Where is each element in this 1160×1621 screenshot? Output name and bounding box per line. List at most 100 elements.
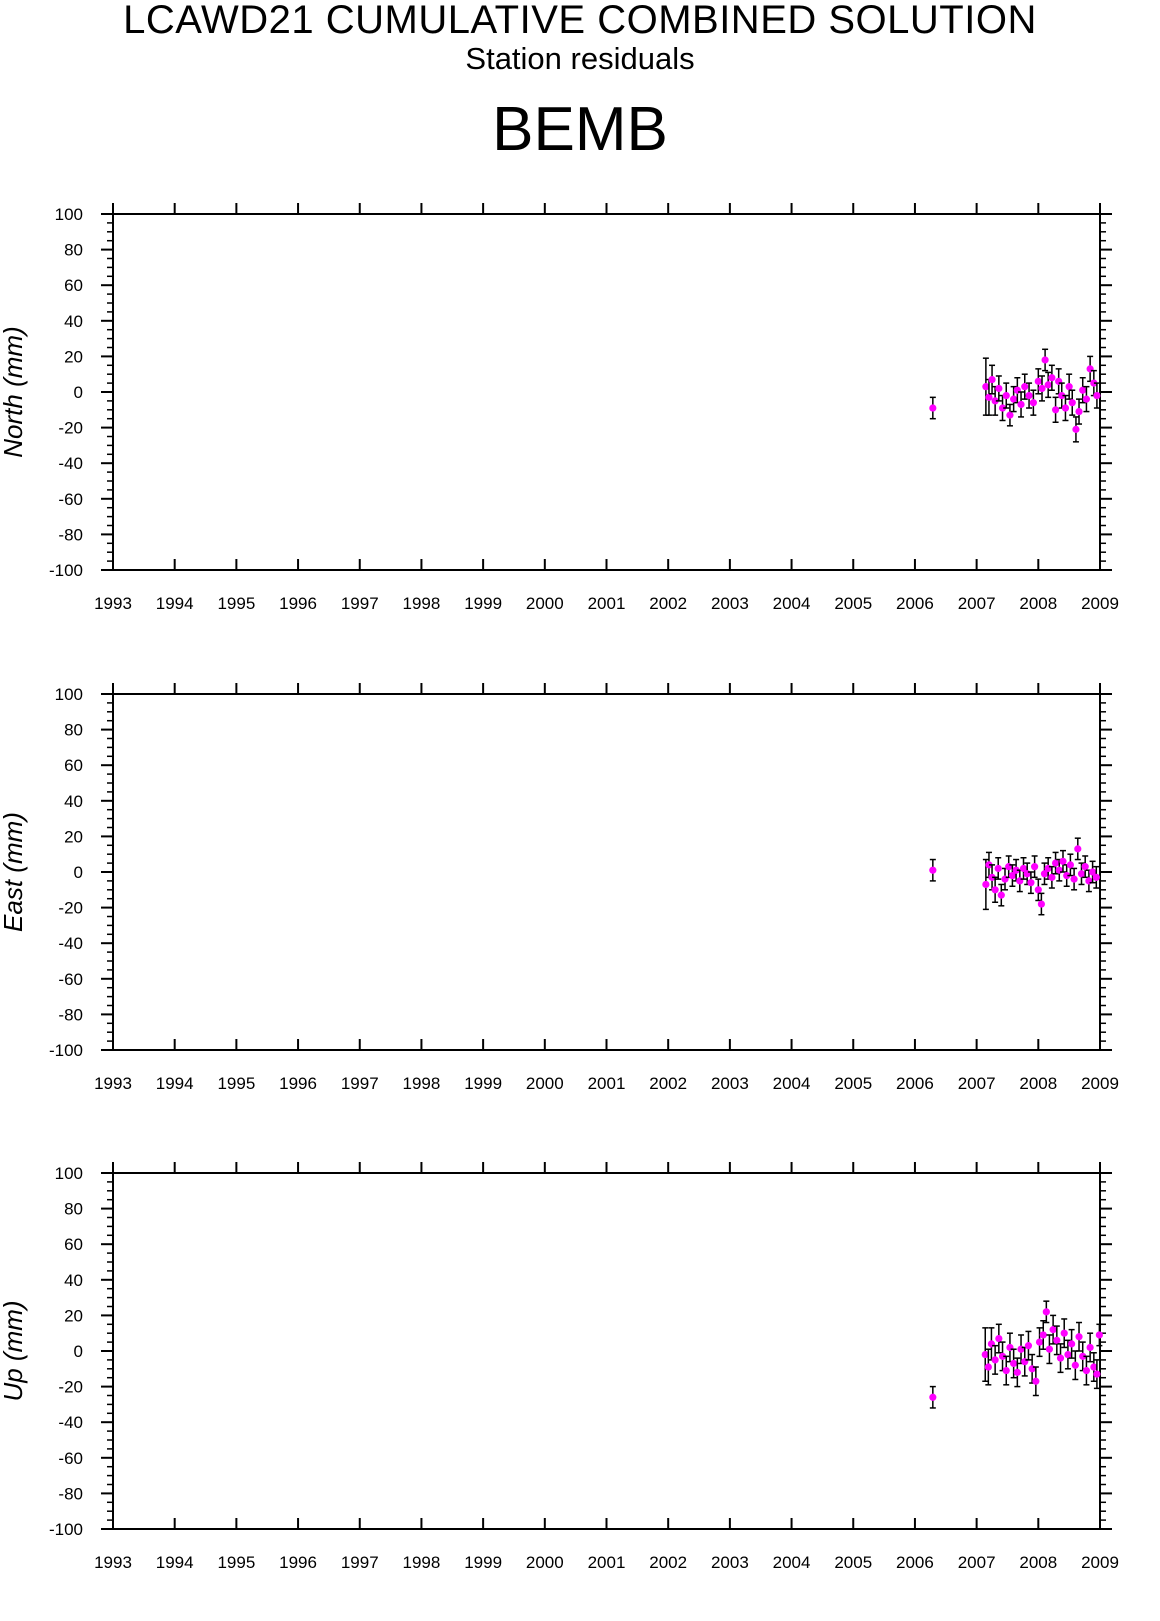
north-y-tick-label: 40 bbox=[64, 312, 83, 331]
up-data-point bbox=[1045, 1345, 1054, 1353]
up-data-point bbox=[1060, 1329, 1068, 1337]
up-y-tick-label: 40 bbox=[64, 1271, 83, 1290]
up-x-tick-label: 2001 bbox=[588, 1553, 626, 1572]
north-y-tick-label: 0 bbox=[74, 383, 83, 402]
north-data-point bbox=[1082, 395, 1091, 403]
north-data-point bbox=[1048, 374, 1056, 382]
up-x-tick-label: 2005 bbox=[834, 1553, 872, 1572]
north-y-tick-label: 20 bbox=[64, 347, 83, 366]
up-data-point bbox=[1010, 1359, 1018, 1368]
north-x-tick-label: 2006 bbox=[896, 594, 934, 613]
east-x-tick-label: 1998 bbox=[403, 1074, 441, 1093]
east-data-point bbox=[982, 880, 990, 889]
north-data-point bbox=[1034, 377, 1042, 385]
up-x-tick-label: 1998 bbox=[403, 1553, 441, 1572]
up-data-point bbox=[929, 1393, 937, 1401]
up-data-point bbox=[1024, 1342, 1033, 1350]
east-data-point bbox=[1081, 863, 1089, 871]
north-x-tick-label: 2003 bbox=[711, 594, 749, 613]
up-data-point bbox=[1064, 1350, 1072, 1359]
up-x-tick-label: 2004 bbox=[773, 1553, 811, 1572]
up-data-point bbox=[981, 1350, 989, 1359]
east-data-point bbox=[1019, 864, 1028, 873]
up-data-point bbox=[1002, 1366, 1010, 1375]
north-data-point bbox=[1075, 407, 1083, 416]
up-x-tick-label: 2002 bbox=[649, 1553, 687, 1572]
east-y-tick-label: 40 bbox=[64, 792, 83, 811]
east-x-tick-label: 2009 bbox=[1081, 1074, 1119, 1093]
up-y-tick-label: 100 bbox=[55, 1164, 83, 1183]
up-data-point bbox=[1013, 1368, 1021, 1376]
east-y-tick-label: 20 bbox=[64, 827, 83, 846]
east-data-point bbox=[997, 891, 1005, 899]
north-x-tick-label: 1993 bbox=[94, 594, 132, 613]
north-x-tick-label: 2005 bbox=[834, 594, 872, 613]
up-y-tick-label: -100 bbox=[49, 1520, 83, 1539]
up-x-tick-label: 1995 bbox=[217, 1553, 255, 1572]
east-data-point bbox=[994, 864, 1002, 873]
east-data-point bbox=[1031, 863, 1039, 871]
chart-subtitle: Station residuals bbox=[465, 41, 695, 76]
up-x-tick-label: 1999 bbox=[464, 1553, 502, 1572]
north-y-tick-label: 100 bbox=[55, 205, 83, 224]
north-data-point bbox=[982, 383, 990, 391]
east-data-point bbox=[1077, 870, 1086, 878]
north-x-tick-label: 1997 bbox=[341, 594, 379, 613]
east-data-point bbox=[1051, 859, 1060, 867]
up-data-point bbox=[1086, 1343, 1094, 1352]
north-x-tick-label: 1995 bbox=[217, 594, 255, 613]
up-data-point bbox=[1039, 1331, 1047, 1339]
up-y-tick-label: -60 bbox=[58, 1449, 83, 1468]
up-data-point bbox=[998, 1352, 1007, 1360]
east-data-point bbox=[1059, 857, 1067, 865]
east-data-point bbox=[985, 861, 993, 869]
east-x-tick-label: 1996 bbox=[279, 1074, 317, 1093]
east-x-tick-label: 1997 bbox=[341, 1074, 379, 1093]
north-x-tick-label: 2007 bbox=[958, 594, 996, 613]
east-data-point bbox=[1048, 873, 1056, 881]
east-y-tick-label: -40 bbox=[58, 934, 83, 953]
east-data-point bbox=[1088, 868, 1097, 876]
east-x-tick-label: 2006 bbox=[896, 1074, 934, 1093]
east-y-tick-label: -20 bbox=[58, 899, 83, 918]
up-data-point bbox=[1053, 1336, 1061, 1344]
up-data-point bbox=[1056, 1354, 1065, 1362]
east-data-point bbox=[1034, 886, 1042, 894]
up-y-tick-label: -80 bbox=[58, 1484, 83, 1503]
north-data-point bbox=[1029, 399, 1037, 407]
up-data-point bbox=[995, 1334, 1003, 1343]
east-x-tick-label: 2003 bbox=[711, 1074, 749, 1093]
north-y-tick-label: 80 bbox=[64, 241, 83, 260]
north-data-point bbox=[985, 393, 993, 401]
up-x-tick-label: 2009 bbox=[1081, 1553, 1119, 1572]
east-x-tick-label: 2002 bbox=[649, 1074, 687, 1093]
up-x-tick-label: 1997 bbox=[341, 1553, 379, 1572]
east-data-point bbox=[1074, 845, 1082, 853]
north-y-tick-label: -80 bbox=[58, 525, 83, 544]
east-x-tick-label: 2007 bbox=[958, 1074, 996, 1093]
up-y-tick-label: 0 bbox=[74, 1342, 83, 1361]
north-data-point bbox=[1038, 384, 1046, 393]
north-y-tick-label: -100 bbox=[49, 561, 83, 580]
up-y-tick-label: -40 bbox=[58, 1413, 83, 1432]
north-x-tick-label: 2009 bbox=[1081, 594, 1119, 613]
north-data-point bbox=[1093, 391, 1101, 400]
north-data-point bbox=[1068, 399, 1076, 407]
up-y-axis-label: Up (mm) bbox=[0, 1300, 28, 1401]
east-data-point bbox=[1066, 861, 1074, 869]
north-plot-frame bbox=[112, 213, 1101, 571]
north-x-tick-label: 2008 bbox=[1019, 594, 1057, 613]
up-x-tick-label: 2007 bbox=[958, 1553, 996, 1572]
east-x-tick-label: 1999 bbox=[464, 1074, 502, 1093]
up-data-point bbox=[1090, 1363, 1098, 1371]
north-data-point bbox=[1061, 404, 1070, 412]
east-data-point bbox=[991, 886, 999, 894]
east-y-axis-label: East (mm) bbox=[0, 812, 28, 932]
up-data-point bbox=[984, 1363, 992, 1371]
north-data-point bbox=[1021, 383, 1029, 391]
up-data-point bbox=[1095, 1331, 1103, 1339]
up-y-tick-label: 80 bbox=[64, 1200, 83, 1219]
north-x-tick-label: 1999 bbox=[464, 594, 502, 613]
east-data-point bbox=[1070, 875, 1078, 883]
east-x-tick-label: 1994 bbox=[156, 1074, 194, 1093]
